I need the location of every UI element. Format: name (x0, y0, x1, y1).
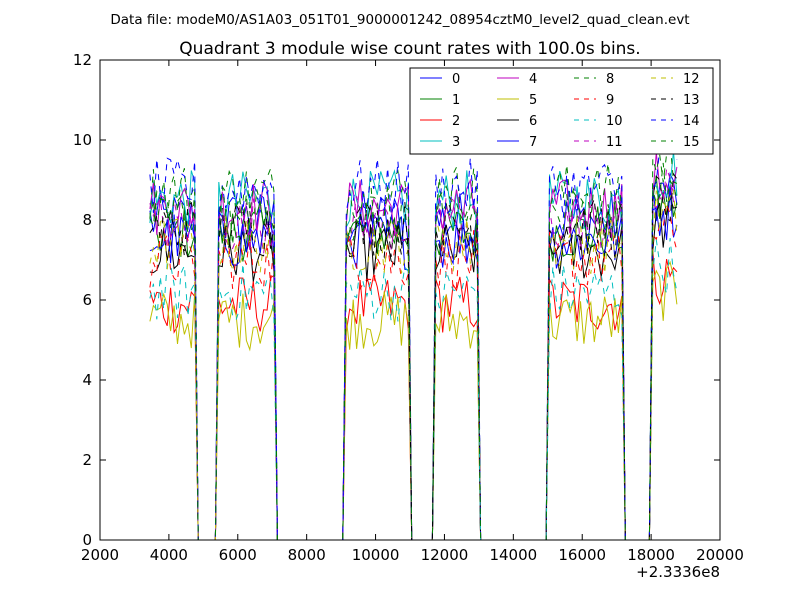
legend-label: 13 (683, 93, 700, 108)
y-tick-label: 4 (82, 371, 92, 389)
legend-label: 2 (452, 114, 460, 129)
x-tick-label: 2000 (81, 546, 119, 564)
y-tick-label: 0 (82, 531, 92, 549)
series-line-1 (149, 175, 678, 541)
x-tick-label: 10000 (352, 546, 400, 564)
legend-label: 11 (606, 135, 623, 150)
x-tick-label: 4000 (150, 546, 188, 564)
legend-label: 1 (452, 93, 460, 108)
series-line-11 (149, 168, 678, 541)
series-line-14 (149, 143, 678, 541)
axis-ticks: 2000 4000 6000 8000 10000 12000 14000 16000 1800… (73, 51, 744, 564)
legend-label: 10 (606, 114, 623, 129)
legend-label: 12 (683, 72, 700, 87)
y-tick-label: 6 (82, 291, 92, 309)
y-tick-label: 12 (73, 51, 92, 69)
series-layer (149, 142, 678, 541)
chart-title: Quadrant 3 module wise count rates with … (179, 39, 640, 59)
x-tick-label: 16000 (558, 546, 606, 564)
series-line-5 (149, 260, 678, 541)
x-tick-label: 8000 (288, 546, 326, 564)
y-tick-label: 8 (82, 211, 92, 229)
series-line-13 (149, 172, 678, 541)
legend-label: 14 (683, 114, 700, 129)
x-tick-label: 6000 (219, 546, 257, 564)
legend-label: 3 (452, 135, 460, 150)
series-line-10 (149, 238, 678, 541)
y-tick-label: 2 (82, 451, 92, 469)
series-line-2 (149, 251, 678, 541)
x-tick-label: 14000 (489, 546, 537, 564)
x-offset-label: +2.3336e8 (636, 563, 720, 581)
series-line-0 (149, 171, 678, 541)
x-tick-label: 12000 (421, 546, 469, 564)
legend-label: 7 (529, 135, 537, 150)
x-tick-label: 18000 (627, 546, 675, 564)
legend-label: 15 (683, 135, 700, 150)
legend-frame (409, 67, 714, 155)
legend-label: 0 (452, 72, 460, 87)
y-tick-label: 10 (73, 131, 92, 149)
plot-frame (99, 59, 721, 541)
legend-label: 9 (606, 93, 614, 108)
x-tick-label: 20000 (696, 546, 744, 564)
legend-label: 5 (529, 93, 537, 108)
legend-label: 4 (529, 72, 537, 87)
legend-label: 8 (606, 72, 614, 87)
legend-label: 6 (529, 114, 537, 129)
chart-suptitle: Data file: modeM0/AS1A03_051T01_90000012… (110, 12, 689, 28)
series-line-9 (149, 203, 678, 541)
series-line-15 (149, 162, 678, 541)
